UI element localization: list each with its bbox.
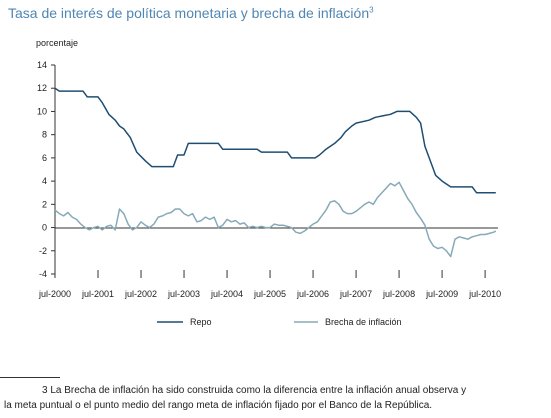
x-tick-label: jul-2000 <box>38 289 71 299</box>
x-tick-label: jul-2004 <box>210 289 243 299</box>
x-tick-label: jul-2001 <box>81 289 114 299</box>
y-tick-label: -4 <box>39 269 47 279</box>
legend-label-brecha: Brecha de inflación <box>325 317 402 327</box>
y-tick-label: 2 <box>42 199 47 209</box>
x-tick-label: jul-2006 <box>296 289 329 299</box>
x-tick-label: jul-2005 <box>253 289 286 299</box>
chart-title: Tasa de interés de política monetaria y … <box>8 5 374 21</box>
footnote: 3 La Brecha de inflación ha sido constru… <box>4 383 550 413</box>
x-tick-label: jul-2009 <box>425 289 458 299</box>
series-line-repo <box>54 87 496 194</box>
y-tick-label: 14 <box>37 60 47 70</box>
x-tick-label: jul-2008 <box>382 289 415 299</box>
y-tick-label: 10 <box>37 106 47 116</box>
series-group <box>54 87 497 258</box>
legend: Repo Brecha de inflación <box>157 317 402 327</box>
y-tick-label: 6 <box>42 153 47 163</box>
legend-label-repo: Repo <box>190 317 212 327</box>
y-tick-label: -2 <box>39 246 47 256</box>
x-tick-label: jul-2003 <box>167 289 200 299</box>
x-tick-label: jul-2007 <box>339 289 372 299</box>
y-tick-label: 8 <box>42 130 47 140</box>
y-tick-label: 12 <box>37 83 47 93</box>
y-tick-label: 4 <box>42 176 47 186</box>
footnote-line-1: 3 La Brecha de inflación ha sido constru… <box>42 385 467 396</box>
y-axis-ticks: 14 12 10 8 6 4 2 0 -2 -4 <box>37 60 55 279</box>
chart-title-footnote-mark: 3 <box>369 5 374 15</box>
chart-title-text: Tasa de interés de política monetaria y … <box>8 5 370 21</box>
y-axis-label: porcentaje <box>36 38 78 48</box>
x-tick-label: jul-2010 <box>468 289 501 299</box>
y-tick-label: 0 <box>42 223 47 233</box>
footnote-line-2: la meta puntual o el punto medio del ran… <box>4 400 433 411</box>
footnote-divider <box>0 377 60 378</box>
x-tick-label: jul-2002 <box>124 289 157 299</box>
series-line-brecha-inflacion <box>54 181 497 258</box>
x-axis-ticks: jul-2000 jul-2001 jul-2002 jul-2003 jul-2004… <box>38 270 501 299</box>
